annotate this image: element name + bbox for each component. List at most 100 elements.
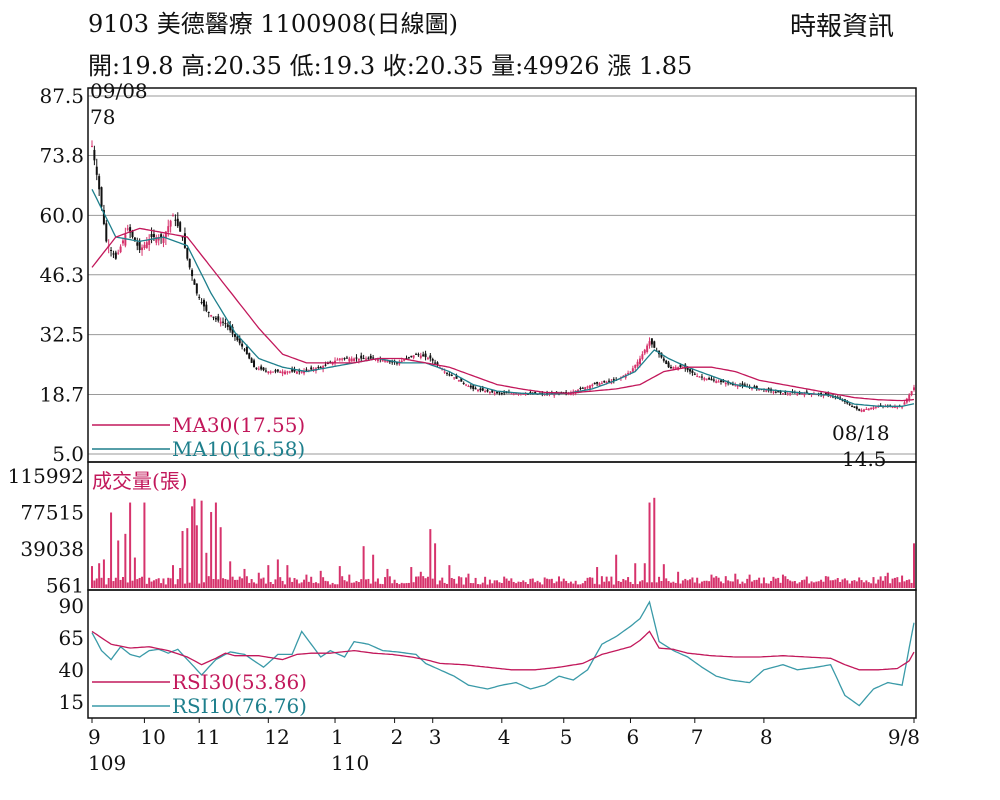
- volume-bar: [781, 574, 784, 588]
- volume-bar: [631, 584, 634, 588]
- volume-bar: [658, 576, 661, 588]
- volume-bar: [162, 578, 165, 588]
- candle-body: [384, 360, 387, 362]
- volume-bar: [867, 582, 870, 588]
- candle-body: [860, 410, 863, 412]
- volume-bar: [519, 582, 522, 588]
- candle-body: [650, 338, 653, 345]
- candle-body: [129, 227, 132, 233]
- candle-body: [784, 392, 787, 394]
- volume-bar: [846, 580, 849, 588]
- candle-body: [272, 371, 275, 373]
- volume-bar: [448, 565, 451, 588]
- candle-body: [641, 354, 644, 360]
- volume-bar: [226, 579, 229, 588]
- volume-bar: [314, 582, 317, 588]
- volume-bar: [600, 576, 603, 588]
- volume-bar: [774, 578, 777, 588]
- x-axis-label: 11: [195, 725, 220, 749]
- candle-body: [355, 357, 358, 359]
- candle-body: [386, 360, 389, 363]
- volume-bar: [696, 577, 699, 588]
- volume-bar: [362, 546, 365, 588]
- volume-bar: [360, 579, 363, 588]
- volume-bar: [393, 579, 396, 588]
- volume-bar: [743, 583, 746, 588]
- volume-bar: [577, 584, 580, 588]
- candle-body: [634, 365, 637, 368]
- volume-bar: [422, 576, 425, 588]
- candle-body: [474, 388, 477, 390]
- candle-body: [210, 315, 213, 317]
- candle-body: [789, 393, 792, 395]
- volume-bar: [255, 583, 258, 588]
- volume-bar: [541, 584, 544, 588]
- x-axis-label: 1: [331, 725, 344, 749]
- volume-bar: [574, 580, 577, 588]
- candle-body: [274, 370, 277, 372]
- price-y-tick: 5.0: [52, 442, 84, 466]
- candle-body: [95, 166, 98, 175]
- candle-body: [345, 357, 348, 359]
- volume-bar: [512, 581, 515, 588]
- candle-body: [391, 361, 394, 363]
- volume-bar: [703, 580, 706, 588]
- candle-body: [503, 392, 506, 394]
- volume-bar: [674, 582, 677, 588]
- candle-body: [357, 358, 360, 361]
- volume-bar: [550, 578, 553, 588]
- candle-body: [729, 383, 732, 385]
- candle-body: [207, 311, 210, 313]
- high-date-label: 09/08: [90, 79, 148, 103]
- volume-bar: [307, 581, 310, 588]
- volume-bar: [202, 582, 205, 588]
- candle-body: [102, 209, 105, 225]
- candle-body: [157, 237, 160, 241]
- candle-body: [479, 388, 482, 391]
- candle-body: [708, 378, 711, 380]
- ma10-legend-label: MA10(16.58): [172, 437, 305, 461]
- volume-bar: [133, 557, 136, 588]
- candle-body: [672, 367, 675, 369]
- volume-bar: [200, 500, 203, 588]
- candle-body: [176, 218, 179, 227]
- candle-body: [362, 358, 365, 360]
- volume-bar: [500, 582, 503, 588]
- candle-body: [700, 376, 703, 378]
- volume-bar: [369, 583, 372, 588]
- candle-body: [627, 372, 630, 374]
- volume-y-ticks: 115992 77515 39038 561: [8, 464, 84, 597]
- volume-bar: [305, 574, 308, 588]
- candle-body: [303, 371, 306, 374]
- volume-bar: [660, 581, 663, 588]
- volume-bar: [643, 563, 646, 588]
- volume-bar: [605, 576, 608, 588]
- volume-bar: [260, 578, 263, 588]
- volume-bar: [517, 581, 520, 588]
- volume-bar: [808, 583, 811, 588]
- candle-body: [300, 371, 303, 373]
- candle-body: [143, 244, 146, 249]
- volume-bar: [300, 582, 303, 588]
- candle-body: [667, 362, 670, 368]
- candle-body: [720, 380, 723, 382]
- volume-bar: [205, 552, 208, 588]
- volume-bar: [891, 578, 894, 588]
- volume-bar: [817, 581, 820, 588]
- volume-bar: [217, 579, 220, 588]
- volume-bar: [222, 578, 225, 588]
- candle-body: [200, 302, 203, 304]
- candle-body: [605, 381, 608, 383]
- volume-bar: [538, 582, 541, 588]
- volume-bar: [102, 559, 105, 588]
- volume-bar: [636, 584, 639, 588]
- candle-body: [188, 258, 191, 268]
- volume-bar: [858, 577, 861, 588]
- candle-body: [774, 391, 777, 393]
- candle-body: [736, 385, 739, 387]
- x-axis-label: 3: [429, 725, 442, 749]
- volume-bar: [896, 577, 899, 588]
- candle-body: [534, 392, 537, 394]
- volume-bar: [376, 578, 379, 588]
- candle-body: [93, 149, 96, 161]
